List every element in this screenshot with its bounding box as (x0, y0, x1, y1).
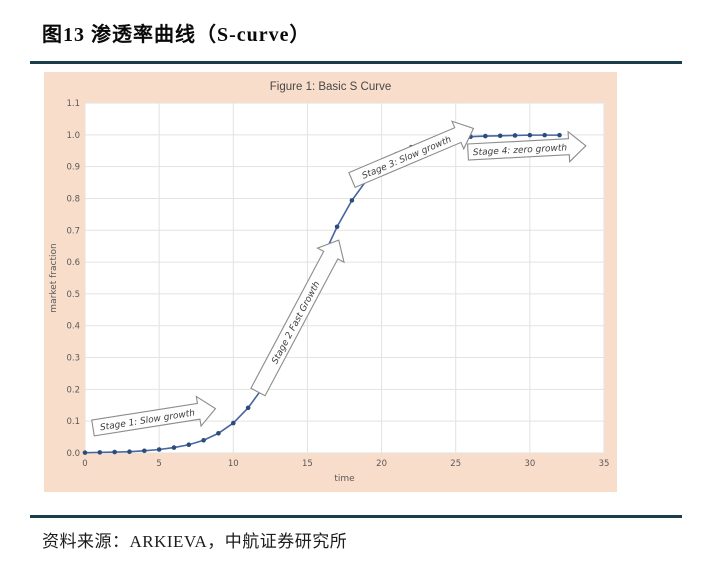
source-note: 资料来源：ARKIEVA，中航证券研究所 (42, 532, 348, 551)
data-point (82, 450, 88, 455)
page-title: 图13 渗透率曲线（S-curve） (42, 24, 311, 46)
data-point (112, 449, 117, 455)
y-tick-label: 0.4 (66, 322, 80, 332)
x-tick-label: 15 (302, 459, 313, 469)
y-tick-label: 0.2 (66, 385, 80, 395)
stage-arrow-shape (348, 120, 475, 189)
y-tick-label: 0.6 (66, 258, 80, 268)
top-divider (30, 61, 682, 64)
x-tick-label: 25 (450, 459, 461, 469)
data-point (512, 133, 518, 138)
x-tick-label: 35 (599, 459, 610, 469)
data-point (527, 132, 533, 138)
y-tick-label: 0.0 (66, 449, 80, 459)
y-tick-label: 1.1 (66, 99, 80, 109)
y-tick-label: 0.7 (66, 226, 80, 236)
y-tick-label: 0.1 (66, 417, 80, 427)
bottom-divider (30, 515, 682, 518)
stage-arrow-shape (91, 395, 217, 437)
chart-title: Figure 1: Basic S Curve (269, 81, 392, 93)
stage-arrow-shape (250, 239, 345, 397)
data-point (201, 437, 206, 443)
data-point (245, 405, 251, 411)
chart-panel: Figure 1: Basic S Curve 0.0 0.1 0.2 0.3 0.4 0… (44, 72, 617, 492)
data-point (156, 447, 162, 452)
y-tick-label: 0.9 (66, 163, 80, 173)
s-curve-plot: 0.0 0.1 0.2 0.3 0.4 0.5 0.6 0.7 0.8 0.9 1.0 1.1 0 5 10… (49, 99, 610, 484)
data-point (497, 133, 503, 139)
data-point (186, 442, 192, 448)
y-tick-label: 0.8 (66, 194, 80, 204)
data-point (216, 430, 221, 436)
y-tick-label: 1.0 (66, 131, 80, 141)
y-tick-label: 0.3 (66, 354, 80, 364)
stage-arrow-label: Stage 4: zero growth (473, 143, 568, 158)
x-tick-label: 20 (376, 459, 387, 469)
data-point (483, 133, 488, 139)
y-axis-title: market fraction (49, 243, 59, 312)
data-point (171, 445, 177, 450)
stage-arrow-shape (467, 130, 587, 163)
x-tick-label: 30 (524, 459, 535, 469)
data-point (127, 449, 132, 455)
data-point (230, 420, 236, 426)
x-tick-label: 10 (228, 459, 239, 469)
stage-arrow: Stage 4: zero growth (467, 130, 587, 163)
data-point (349, 198, 355, 203)
data-point (542, 132, 547, 138)
x-tick-label: 0 (82, 459, 87, 469)
y-tick-label: 0.5 (66, 290, 80, 300)
x-axis-title: time (334, 474, 355, 484)
data-point (334, 224, 340, 230)
data-point (557, 132, 562, 138)
plot-area (85, 103, 604, 453)
data-point (97, 450, 103, 455)
data-point (142, 448, 147, 454)
x-tick-label: 5 (156, 459, 161, 469)
